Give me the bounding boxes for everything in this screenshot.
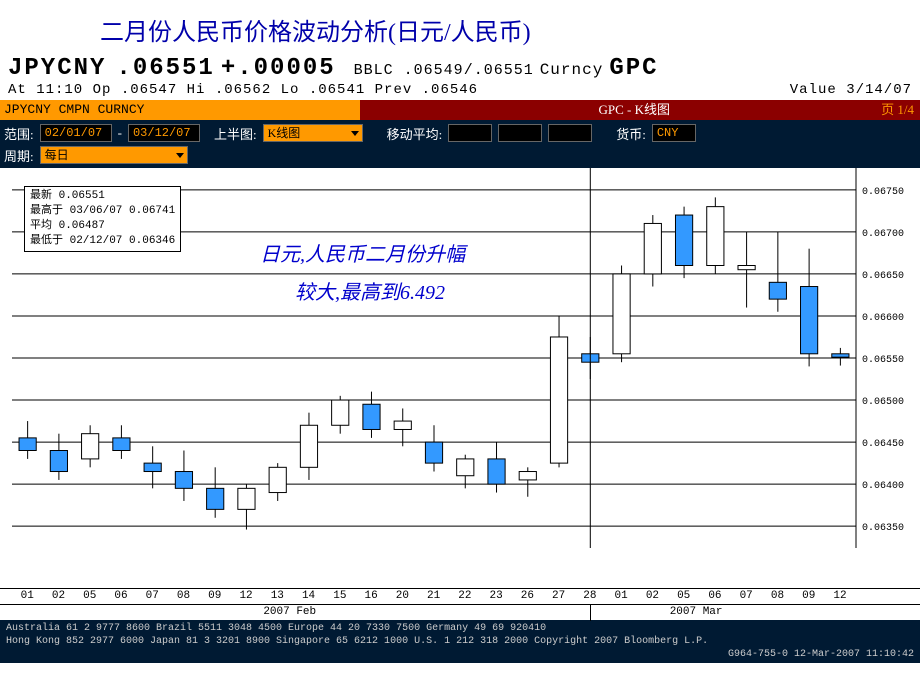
date-sep: - bbox=[118, 125, 122, 141]
svg-text:0.06750: 0.06750 bbox=[862, 187, 904, 198]
svg-text:0.06500: 0.06500 bbox=[862, 397, 904, 408]
footer-line-3: G964-755-0 12-Mar-2007 11:10:42 bbox=[6, 648, 914, 661]
date-from-input[interactable]: 02/01/07 bbox=[40, 124, 112, 142]
svg-text:0.06700: 0.06700 bbox=[862, 229, 904, 240]
page-title: 二月份人民币价格波动分析(日元/人民币) bbox=[0, 0, 920, 55]
stats-box: 最新 0.06551 最高于 03/06/07 0.06741 平均 0.064… bbox=[24, 186, 181, 252]
ma-field-3[interactable] bbox=[548, 124, 592, 142]
bblc: BBLC .06549/.06551 bbox=[354, 62, 534, 79]
last-price: .06551 bbox=[116, 55, 214, 82]
upper-label: 上半图: bbox=[214, 124, 257, 143]
change: +.00005 bbox=[221, 55, 336, 82]
security-name: JPYCNY CMPN CURNCY bbox=[0, 100, 360, 120]
gpc-label: GPC bbox=[609, 55, 658, 82]
date-to-input[interactable]: 03/12/07 bbox=[128, 124, 200, 142]
x-axis-days: 0102050607080912131415162021222326272801… bbox=[0, 588, 920, 604]
footer: Australia 61 2 9777 8600 Brazil 5511 304… bbox=[0, 620, 920, 663]
value-date: Value 3/14/07 bbox=[790, 82, 912, 98]
footer-line-1: Australia 61 2 9777 8600 Brazil 5511 304… bbox=[6, 622, 914, 635]
upper-dropdown[interactable]: K线图 bbox=[263, 124, 363, 142]
ohlc-text: At 11:10 Op .06547 Hi .06562 Lo .06541 P… bbox=[8, 82, 478, 98]
ccy-input[interactable]: CNY bbox=[652, 124, 696, 142]
svg-text:0.06400: 0.06400 bbox=[862, 481, 904, 492]
curncy-label: Curncy bbox=[540, 61, 604, 79]
period-dropdown[interactable]: 每日 bbox=[40, 146, 188, 164]
band-mid: GPC - K线图 bbox=[360, 100, 850, 120]
header-band: JPYCNY CMPN CURNCY GPC - K线图 页 1/4 bbox=[0, 100, 920, 120]
quote-sub: At 11:10 Op .06547 Hi .06562 Lo .06541 P… bbox=[0, 82, 920, 100]
footer-line-2: Hong Kong 852 2977 6000 Japan 81 3 3201 … bbox=[6, 635, 914, 648]
annotation-1: 日元,人民币二月份升幅 bbox=[260, 238, 465, 267]
quote-row: JPYCNY .06551 +.00005 BBLC .06549/.06551… bbox=[0, 55, 920, 82]
chart-area: 0.06350 0.06400 0.06450 0.06500 0.06550 0.066… bbox=[0, 168, 920, 588]
stat-last: 最新 0.06551 bbox=[30, 189, 175, 204]
ma-field-2[interactable] bbox=[498, 124, 542, 142]
svg-text:0.06450: 0.06450 bbox=[862, 439, 904, 450]
svg-text:0.06350: 0.06350 bbox=[862, 523, 904, 534]
svg-text:0.06650: 0.06650 bbox=[862, 271, 904, 282]
range-label: 范围: bbox=[4, 124, 34, 143]
chart-type-label: GPC - K线图 bbox=[598, 100, 670, 120]
symbol: JPYCNY bbox=[8, 55, 106, 82]
stat-high: 最高于 03/06/07 0.06741 bbox=[30, 204, 175, 219]
controls-bar: 范围: 02/01/07 - 03/12/07 上半图: K线图 移动平均: 货… bbox=[0, 120, 920, 168]
period-label: 周期: bbox=[4, 146, 34, 165]
annotation-2: 较大,最高到6.492 bbox=[295, 276, 445, 305]
svg-text:0.06600: 0.06600 bbox=[862, 313, 904, 324]
ccy-label: 货币: bbox=[616, 124, 646, 143]
ma-label: 移动平均: bbox=[387, 124, 443, 143]
svg-text:0.06550: 0.06550 bbox=[862, 355, 904, 366]
stat-low: 最低于 02/12/07 0.06346 bbox=[30, 234, 175, 249]
stat-avg: 平均 0.06487 bbox=[30, 219, 175, 234]
x-axis-months: 2007 Feb2007 Mar bbox=[0, 604, 920, 620]
ma-field-1[interactable] bbox=[448, 124, 492, 142]
page-indicator: 页 1/4 bbox=[850, 100, 920, 120]
